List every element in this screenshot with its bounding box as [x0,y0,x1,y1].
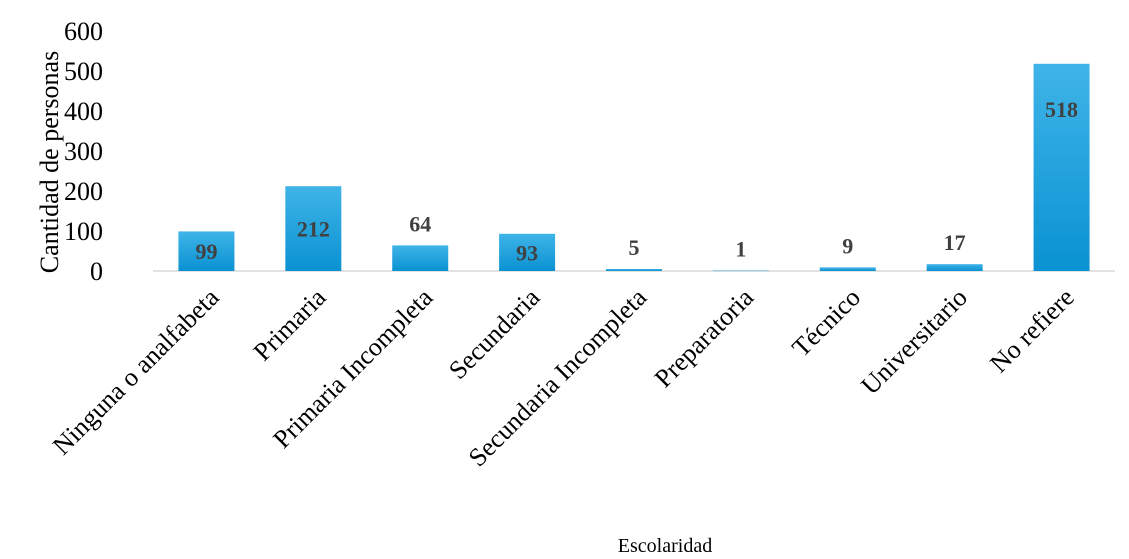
y-tick-label: 600 [64,17,103,46]
data-label: 17 [944,230,966,255]
bars-group [178,63,1090,272]
y-tick-label: 400 [64,97,103,126]
bar [285,186,342,271]
bar [178,231,235,271]
data-label: 212 [297,217,330,242]
data-label: 99 [195,239,217,264]
x-tick-label: Preparatoria [649,282,760,393]
x-tick-label: Ninguna o analfabeta [47,282,225,460]
x-tick-label: Técnico [786,283,866,363]
y-tick-label: 0 [90,257,103,286]
data-label: 93 [516,240,538,265]
bar [392,245,449,271]
y-axis-title: Cantidad de personas [35,51,64,273]
x-axis-title: Escolaridad [618,535,712,557]
x-tick-label: Primaria [248,282,332,366]
y-tick-label: 300 [64,137,103,166]
bar [499,233,556,271]
data-label: 1 [735,237,746,262]
bar [606,269,662,271]
data-label: 9 [842,233,853,258]
x-tick-label: Secundaria [443,282,546,385]
x-tick-label: Universitario [855,283,973,401]
x-tick-label: No refiere [984,283,1080,379]
data-label: 518 [1045,97,1078,122]
x-tick-label: Secundaria Incompleta [463,282,653,472]
y-tick-label: 100 [64,217,103,246]
bar [926,264,983,271]
bar [1033,63,1090,271]
bar [712,270,769,272]
y-tick-label: 200 [64,177,103,206]
y-axis-ticks: 0 100 200 300 400 500 600 [64,17,103,286]
y-tick-label: 500 [64,57,103,86]
data-label: 5 [629,235,640,260]
bar [819,267,876,271]
data-label: 64 [409,211,431,236]
